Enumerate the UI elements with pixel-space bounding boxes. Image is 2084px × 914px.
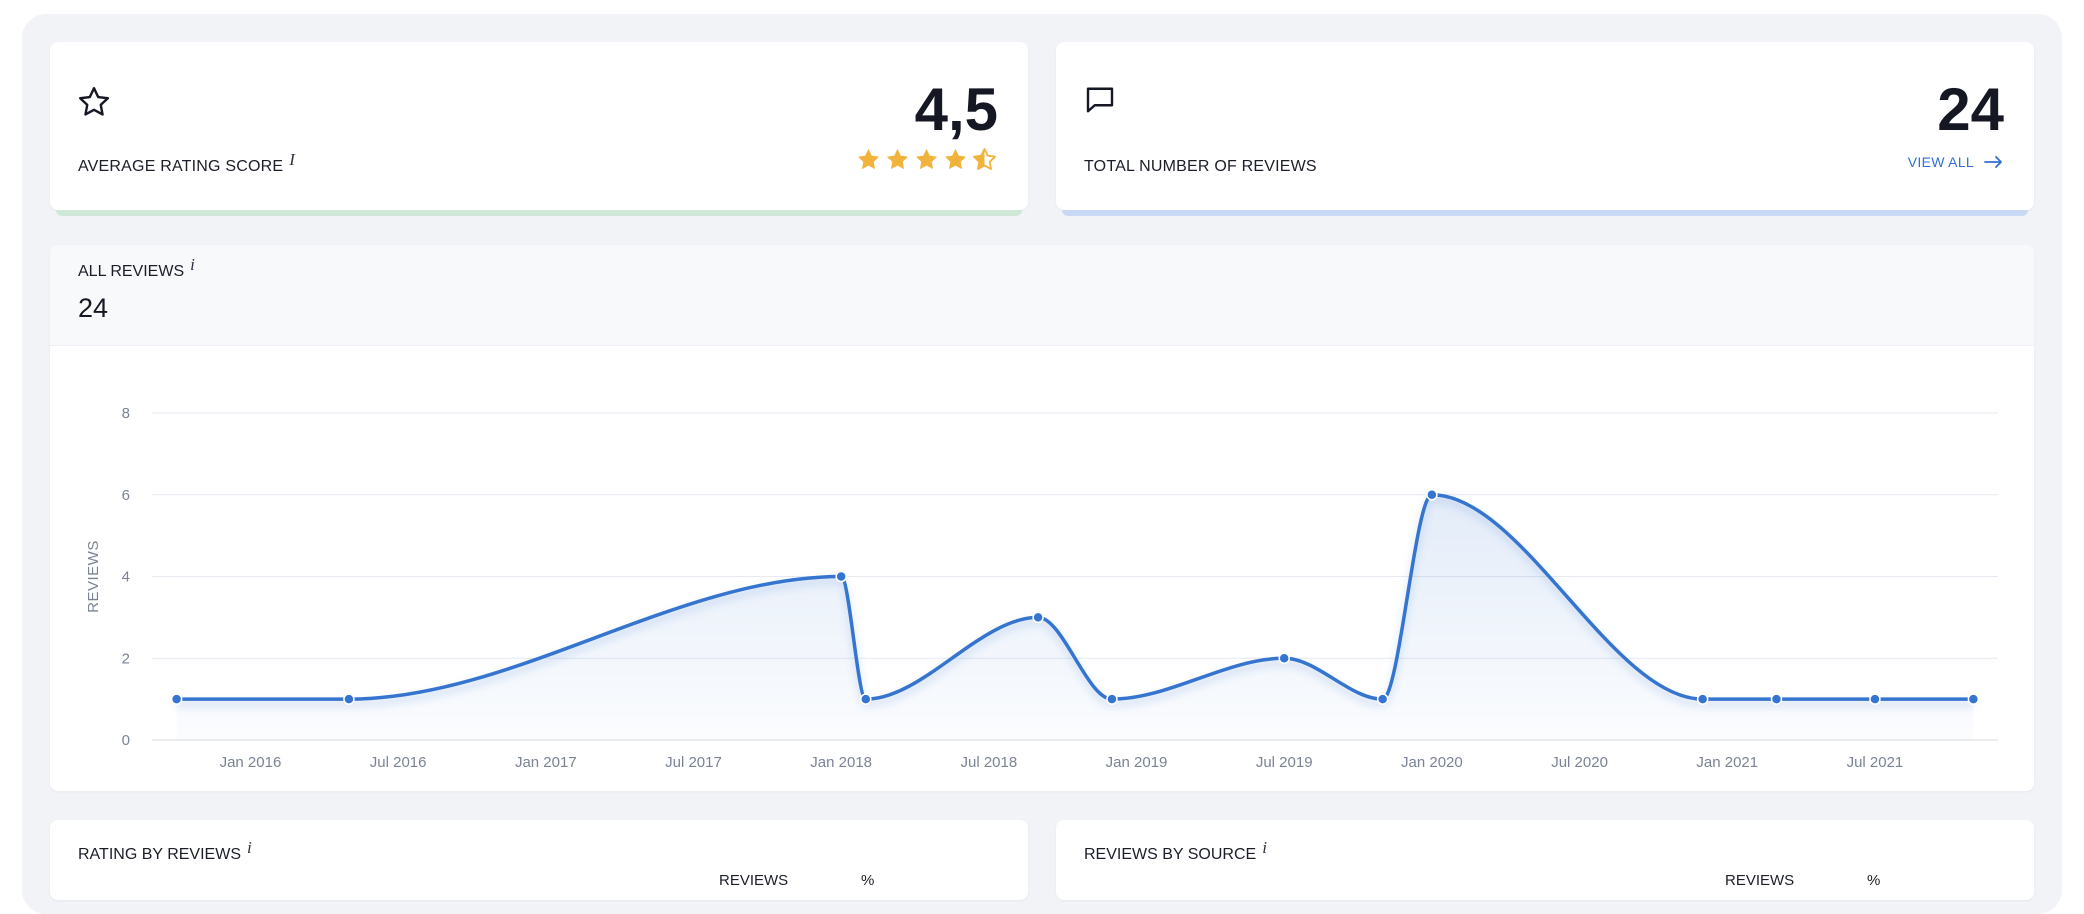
comment-icon: [1086, 87, 1114, 113]
x-tick-label: Jan 2016: [220, 754, 282, 771]
x-tick-label: Jul 2021: [1847, 754, 1904, 771]
data-point[interactable]: [1770, 693, 1783, 705]
x-tick-label: Jul 2016: [370, 754, 427, 771]
x-tick-label: Jan 2020: [1401, 754, 1463, 771]
data-point[interactable]: [1869, 693, 1881, 705]
total-reviews-card: TOTAL NUMBER OF REVIEWS 24 VIEW ALL: [1056, 42, 2034, 216]
info-icon[interactable]: i: [190, 255, 195, 274]
rating-by-reviews-card: RATING BY REVIEWS i REVIEWS %: [50, 820, 1028, 900]
star-icon: [973, 148, 996, 170]
data-point[interactable]: [343, 693, 355, 705]
percent-column-header[interactable]: %: [861, 872, 875, 889]
view-all-link[interactable]: VIEW ALL: [1908, 154, 2004, 170]
reviews-by-source-card: REVIEWS BY SOURCE i REVIEWS %: [1056, 820, 2034, 900]
x-tick-label: Jul 2017: [665, 754, 722, 771]
rating-stars: [855, 146, 998, 174]
y-tick-label: 8: [122, 405, 130, 422]
reviews-line-chart: 0 2 4 6 8 Jan 2016 Jul 2016 Jan 2017 Jul 2017 Jan…: [85, 405, 1998, 771]
reviews-by-source-title: REVIEWS BY SOURCE i: [1084, 838, 1267, 863]
data-point[interactable]: [1032, 611, 1044, 624]
reviews-column-header[interactable]: REVIEWS: [1725, 872, 1795, 889]
arrow-right-icon: [1984, 156, 2002, 168]
data-point[interactable]: [860, 693, 872, 705]
series-area: [176, 494, 1974, 740]
all-reviews-count: 24: [78, 293, 109, 323]
average-rating-label: AVERAGE RATING SCORE i: [78, 150, 296, 175]
reviews-accent-bar: [1062, 210, 2028, 216]
data-point[interactable]: [170, 693, 183, 705]
y-axis-label: REVIEWS: [85, 540, 102, 613]
y-tick-label: 4: [122, 569, 130, 586]
x-tick-label: Jan 2021: [1696, 754, 1758, 771]
star-icon: [886, 148, 909, 170]
data-point[interactable]: [1967, 693, 1980, 705]
reviews-column-header[interactable]: REVIEWS: [719, 872, 789, 889]
rating-accent-bar: [56, 210, 1022, 216]
x-tick-label: Jul 2018: [960, 754, 1017, 771]
all-reviews-card: ALL REVIEWS i 24 0 2 4 6 8 Jan 2016 Jul 2016 Jan…: [50, 245, 2034, 791]
star-outline-icon: [79, 87, 109, 116]
average-rating-card: AVERAGE RATING SCORE i 4,5: [50, 42, 1028, 216]
data-point[interactable]: [1376, 693, 1389, 705]
percent-column-header[interactable]: %: [1867, 872, 1881, 889]
rating-by-reviews-title: RATING BY REVIEWS i: [78, 838, 252, 863]
all-reviews-title: ALL REVIEWS i: [78, 255, 195, 280]
total-reviews-label: TOTAL NUMBER OF REVIEWS: [1084, 158, 1317, 175]
info-icon[interactable]: i: [1262, 838, 1267, 857]
data-point[interactable]: [1696, 693, 1709, 705]
all-reviews-header: ALL REVIEWS i 24: [50, 245, 2034, 346]
x-tick-label: Jan 2018: [810, 754, 872, 771]
data-point[interactable]: [1426, 489, 1438, 501]
x-tick-label: Jan 2019: [1106, 754, 1168, 771]
y-tick-label: 6: [122, 487, 130, 504]
average-rating-value: 4,5: [914, 76, 998, 143]
info-icon[interactable]: i: [247, 838, 252, 857]
star-icon: [944, 148, 967, 170]
data-point[interactable]: [1278, 652, 1290, 664]
total-reviews-value: 24: [1937, 76, 2004, 143]
series-line: [176, 493, 1974, 701]
info-icon[interactable]: i: [289, 150, 296, 169]
data-point[interactable]: [1106, 693, 1118, 705]
star-icon: [857, 148, 880, 170]
x-tick-label: Jul 2020: [1551, 754, 1608, 771]
data-point[interactable]: [835, 570, 847, 583]
star-icon: [915, 148, 938, 170]
x-tick-label: Jul 2019: [1256, 754, 1313, 771]
y-tick-label: 0: [122, 732, 130, 749]
x-tick-label: Jan 2017: [515, 754, 577, 771]
y-tick-label: 2: [122, 650, 130, 667]
